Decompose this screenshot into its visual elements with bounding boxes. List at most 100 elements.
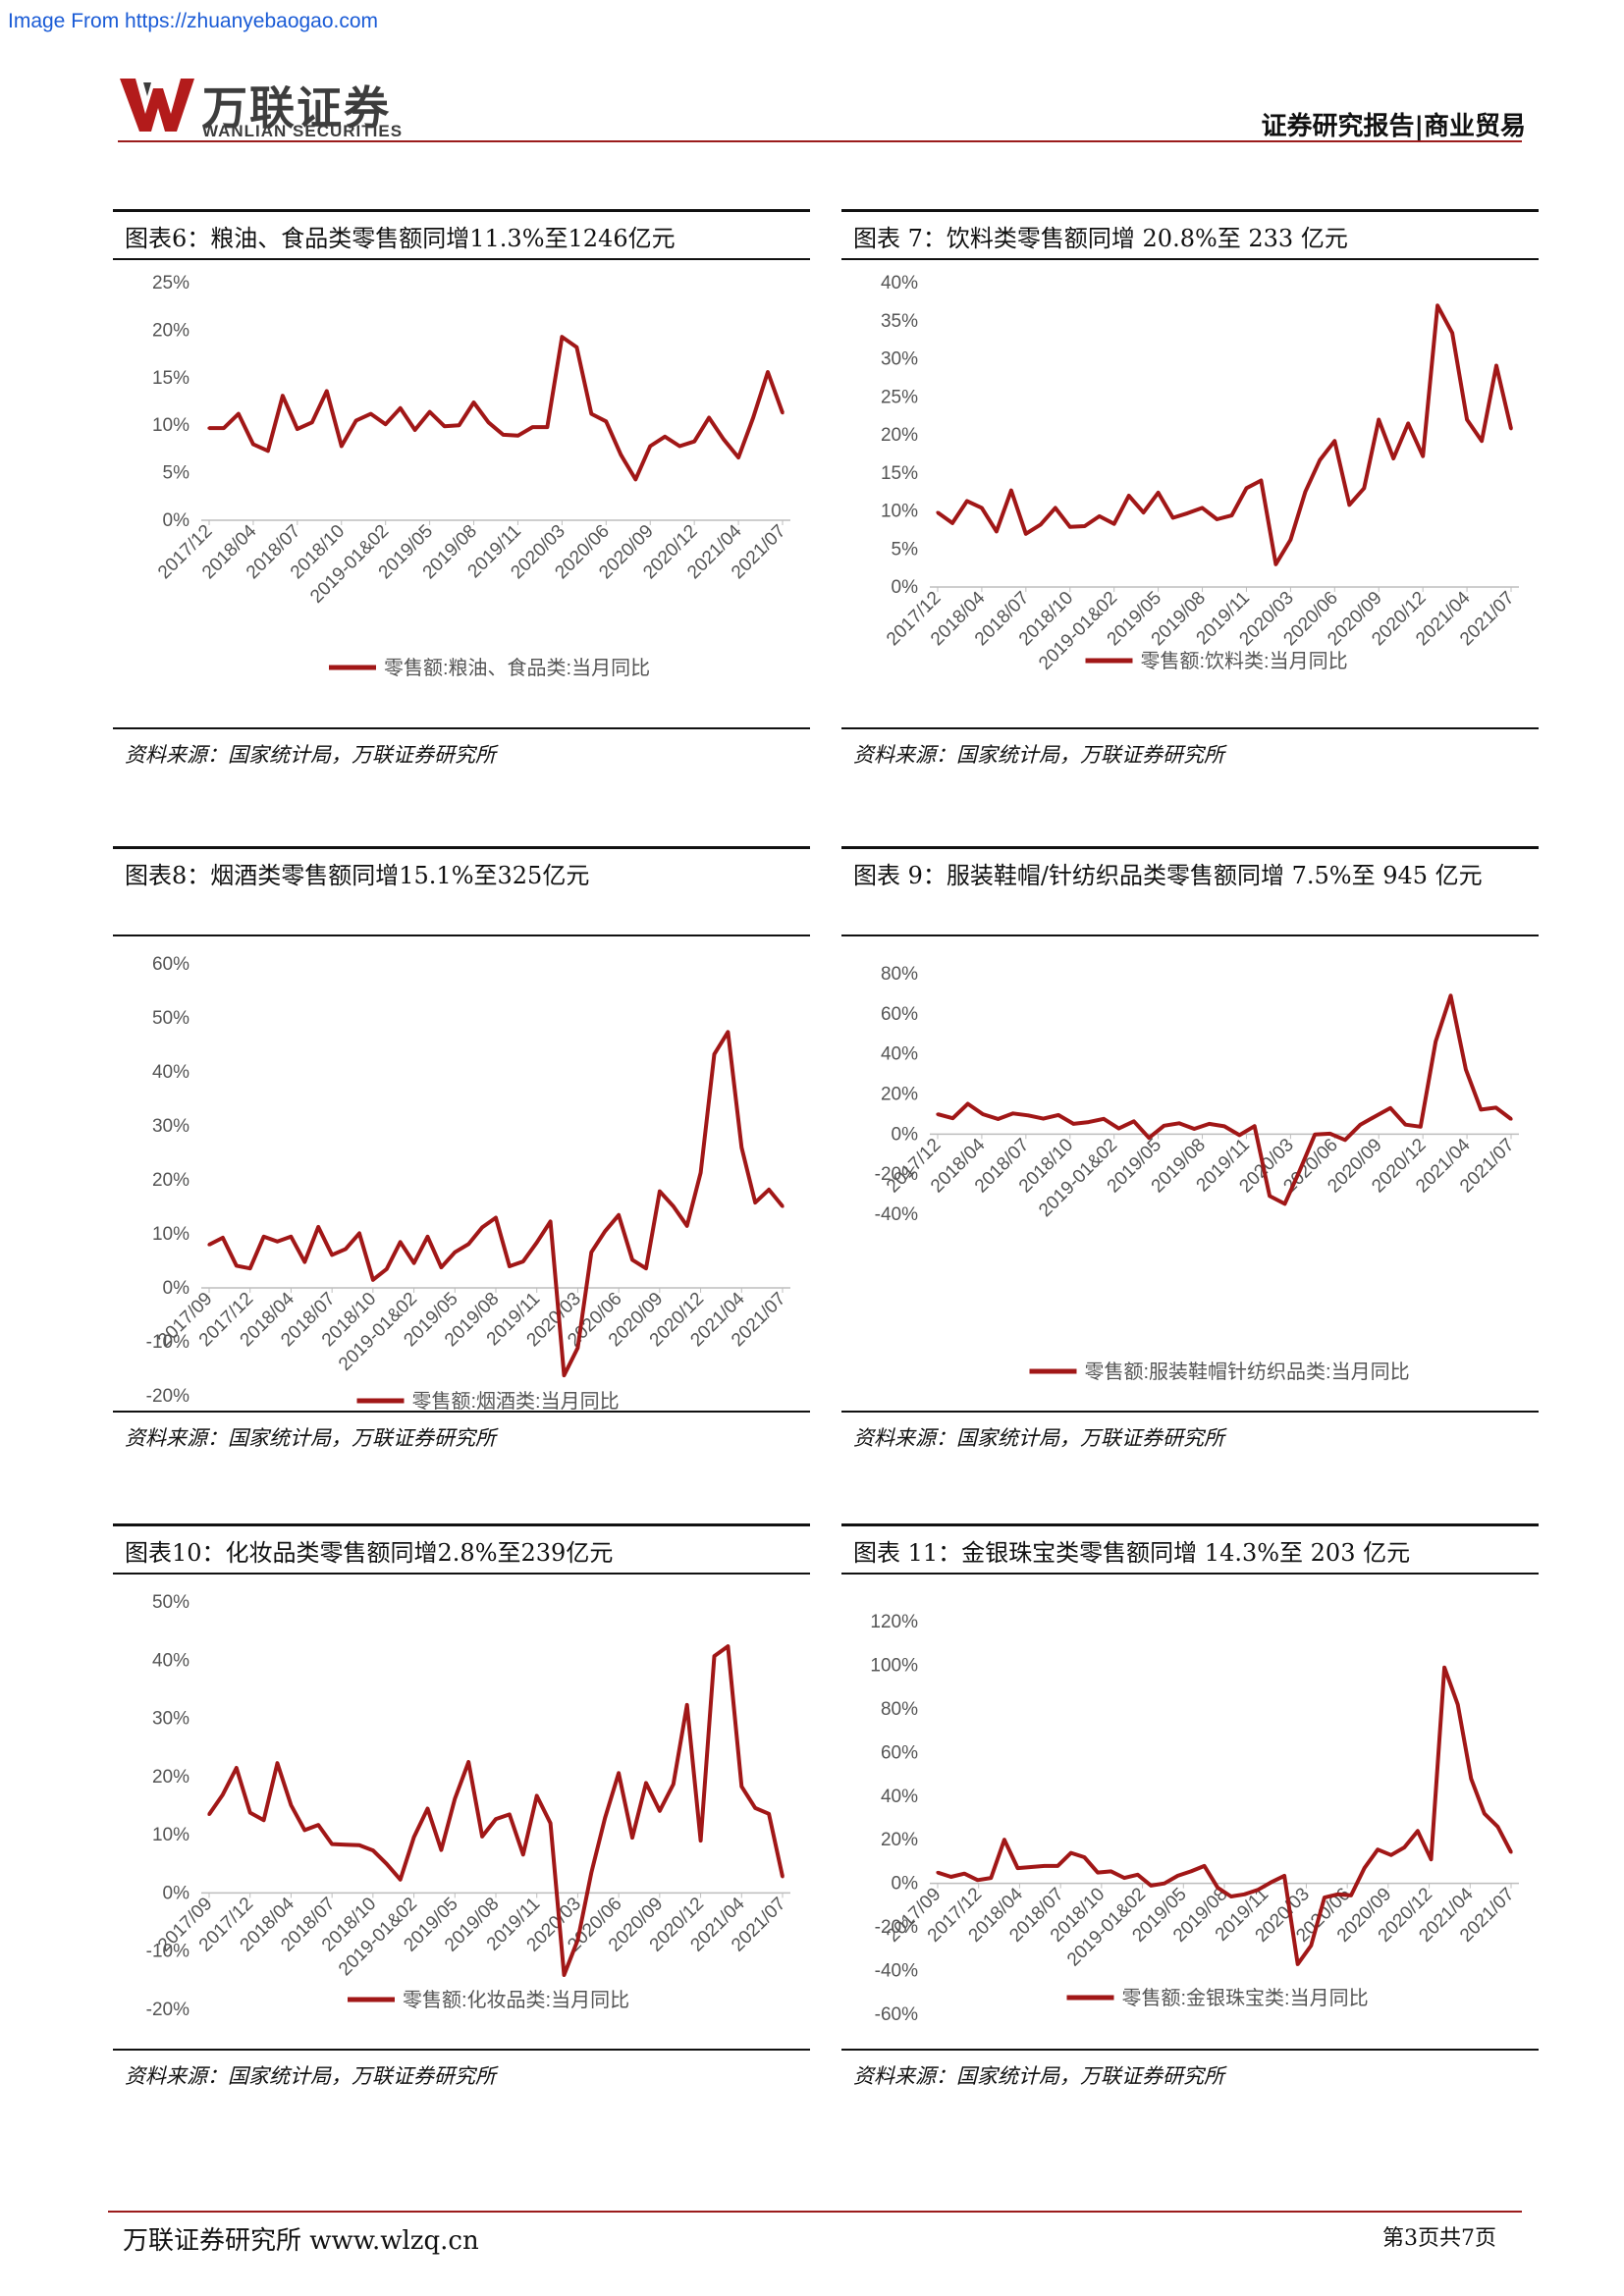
data-point (1269, 1195, 1272, 1198)
data-point (1430, 1858, 1433, 1861)
data-point (443, 425, 446, 428)
data-point (262, 1819, 265, 1822)
data-point (357, 1843, 360, 1846)
data-point (502, 433, 505, 436)
data-point (310, 421, 313, 424)
panel-title-rule (113, 934, 810, 936)
data-point (317, 1225, 320, 1228)
panel-title-rule (113, 1573, 810, 1575)
data-point (1464, 1068, 1467, 1071)
data-point (736, 456, 739, 459)
data-point (1171, 516, 1174, 519)
chart-panel-apparel: 图表 9：服装鞋帽/针纺织品类零售额同增 7.5%至 945 亿元 -40% -2… (841, 846, 1539, 1455)
data-point (1112, 522, 1115, 525)
y-tick-label: 0% (163, 1278, 190, 1299)
chart-panel-grain-food: 图表6：粮油、食品类零售额同增11.3%至1246亿元 0% 5% 10% 15% 20… (113, 209, 810, 774)
y-tick-label: 80% (881, 1699, 918, 1720)
data-point (1363, 1867, 1366, 1870)
panel-title-rule (841, 258, 1539, 260)
data-point (561, 336, 564, 339)
data-point (1253, 1125, 1256, 1128)
data-point (385, 1267, 388, 1270)
data-point (535, 1794, 538, 1797)
data-point (1054, 507, 1056, 509)
data-point (237, 412, 240, 415)
data-point (1056, 1864, 1059, 1867)
chart-title: 图表 7：饮料类零售额同增 20.8%至 233 亿元 (853, 217, 1531, 260)
page-number: 第3页共7页 (1382, 2220, 1496, 2252)
panel-bottom-rule (113, 2049, 810, 2051)
data-point (369, 412, 372, 415)
data-point (740, 1785, 743, 1788)
chart-jewelry: -60%-40%-20%0%20%40%60%80%100%120%2017/0… (841, 1577, 1539, 2049)
chart-source: 资料来源：国家统计局，万联证券研究所 (125, 739, 496, 769)
data-point (713, 1052, 716, 1055)
data-point (508, 1264, 511, 1267)
data-point (1238, 1134, 1241, 1137)
data-point (1016, 1867, 1019, 1870)
data-point (1123, 1877, 1126, 1880)
series-line (938, 305, 1511, 564)
chart-apparel: -40%-20%0%20%40%60%80%2017/122018/042018… (841, 939, 1539, 1420)
data-point (965, 500, 968, 503)
data-point (1465, 418, 1468, 421)
data-point (1024, 532, 1027, 535)
y-tick-label: 20% (881, 1085, 918, 1105)
chart-title: 图表8：烟酒类零售额同增15.1%至325亿元 (125, 854, 802, 897)
data-point (951, 1117, 954, 1120)
data-point (248, 1267, 251, 1270)
y-tick-label: 20% (152, 320, 189, 341)
y-tick-label: 20% (881, 1830, 918, 1850)
data-point (936, 1871, 939, 1874)
data-point (767, 1188, 770, 1191)
legend-label: 零售额:服装鞋帽针纺织品类:当月同比 (1085, 1361, 1410, 1383)
header-divider (118, 140, 1522, 142)
company-logo: 万联证券 WANLIAN SECURITIES (118, 71, 442, 141)
data-point (1230, 514, 1233, 517)
chart-beverage: 0%5%10%15%20%25%30%35%40%2017/122018/042… (841, 263, 1539, 724)
y-tick-label: 20% (152, 1170, 189, 1191)
panel-title-rule (841, 1573, 1539, 1575)
data-point (1096, 1871, 1099, 1874)
data-point (1163, 1124, 1165, 1127)
data-point (1098, 514, 1101, 517)
data-point (1494, 1106, 1497, 1109)
chart-tobacco-liquor: -20%-10%0%10%20%30%40%50%60%2017/092017/… (113, 939, 810, 1420)
y-tick-label: 0% (892, 1874, 919, 1895)
data-point (1009, 489, 1012, 492)
chart-source: 资料来源：国家统计局，万联证券研究所 (853, 1422, 1224, 1452)
legend-label: 零售额:化妆品类:当月同比 (403, 1989, 629, 2011)
data-point (1435, 1040, 1437, 1042)
y-tick-label: 100% (870, 1655, 918, 1676)
data-point (440, 1266, 443, 1269)
data-point (1296, 1962, 1299, 1965)
data-point (1136, 1873, 1139, 1876)
data-point (1201, 507, 1204, 509)
data-point (630, 1837, 633, 1840)
data-point (618, 1772, 621, 1775)
data-point (781, 1875, 784, 1878)
y-tick-label: 35% (881, 311, 918, 332)
data-point (384, 423, 387, 426)
data-point (1157, 491, 1160, 494)
y-tick-label: -40% (875, 1204, 918, 1225)
data-point (1494, 364, 1497, 367)
data-point (1102, 1117, 1105, 1120)
data-point (1256, 1889, 1259, 1892)
data-point (1480, 440, 1483, 443)
data-point (399, 1878, 402, 1881)
data-point (371, 1278, 374, 1281)
data-point (1150, 1884, 1153, 1887)
data-point (1304, 491, 1307, 494)
data-point (458, 424, 460, 427)
data-point (412, 1836, 415, 1839)
data-point (1289, 538, 1292, 541)
panel-bottom-rule (113, 1411, 810, 1413)
data-point (699, 1839, 702, 1842)
y-tick-label: 60% (881, 1742, 918, 1763)
data-point (1509, 427, 1512, 430)
data-point (413, 428, 416, 431)
y-tick-label: 10% (152, 1224, 189, 1245)
data-point (290, 1235, 293, 1238)
y-tick-label: 0% (892, 1124, 919, 1145)
